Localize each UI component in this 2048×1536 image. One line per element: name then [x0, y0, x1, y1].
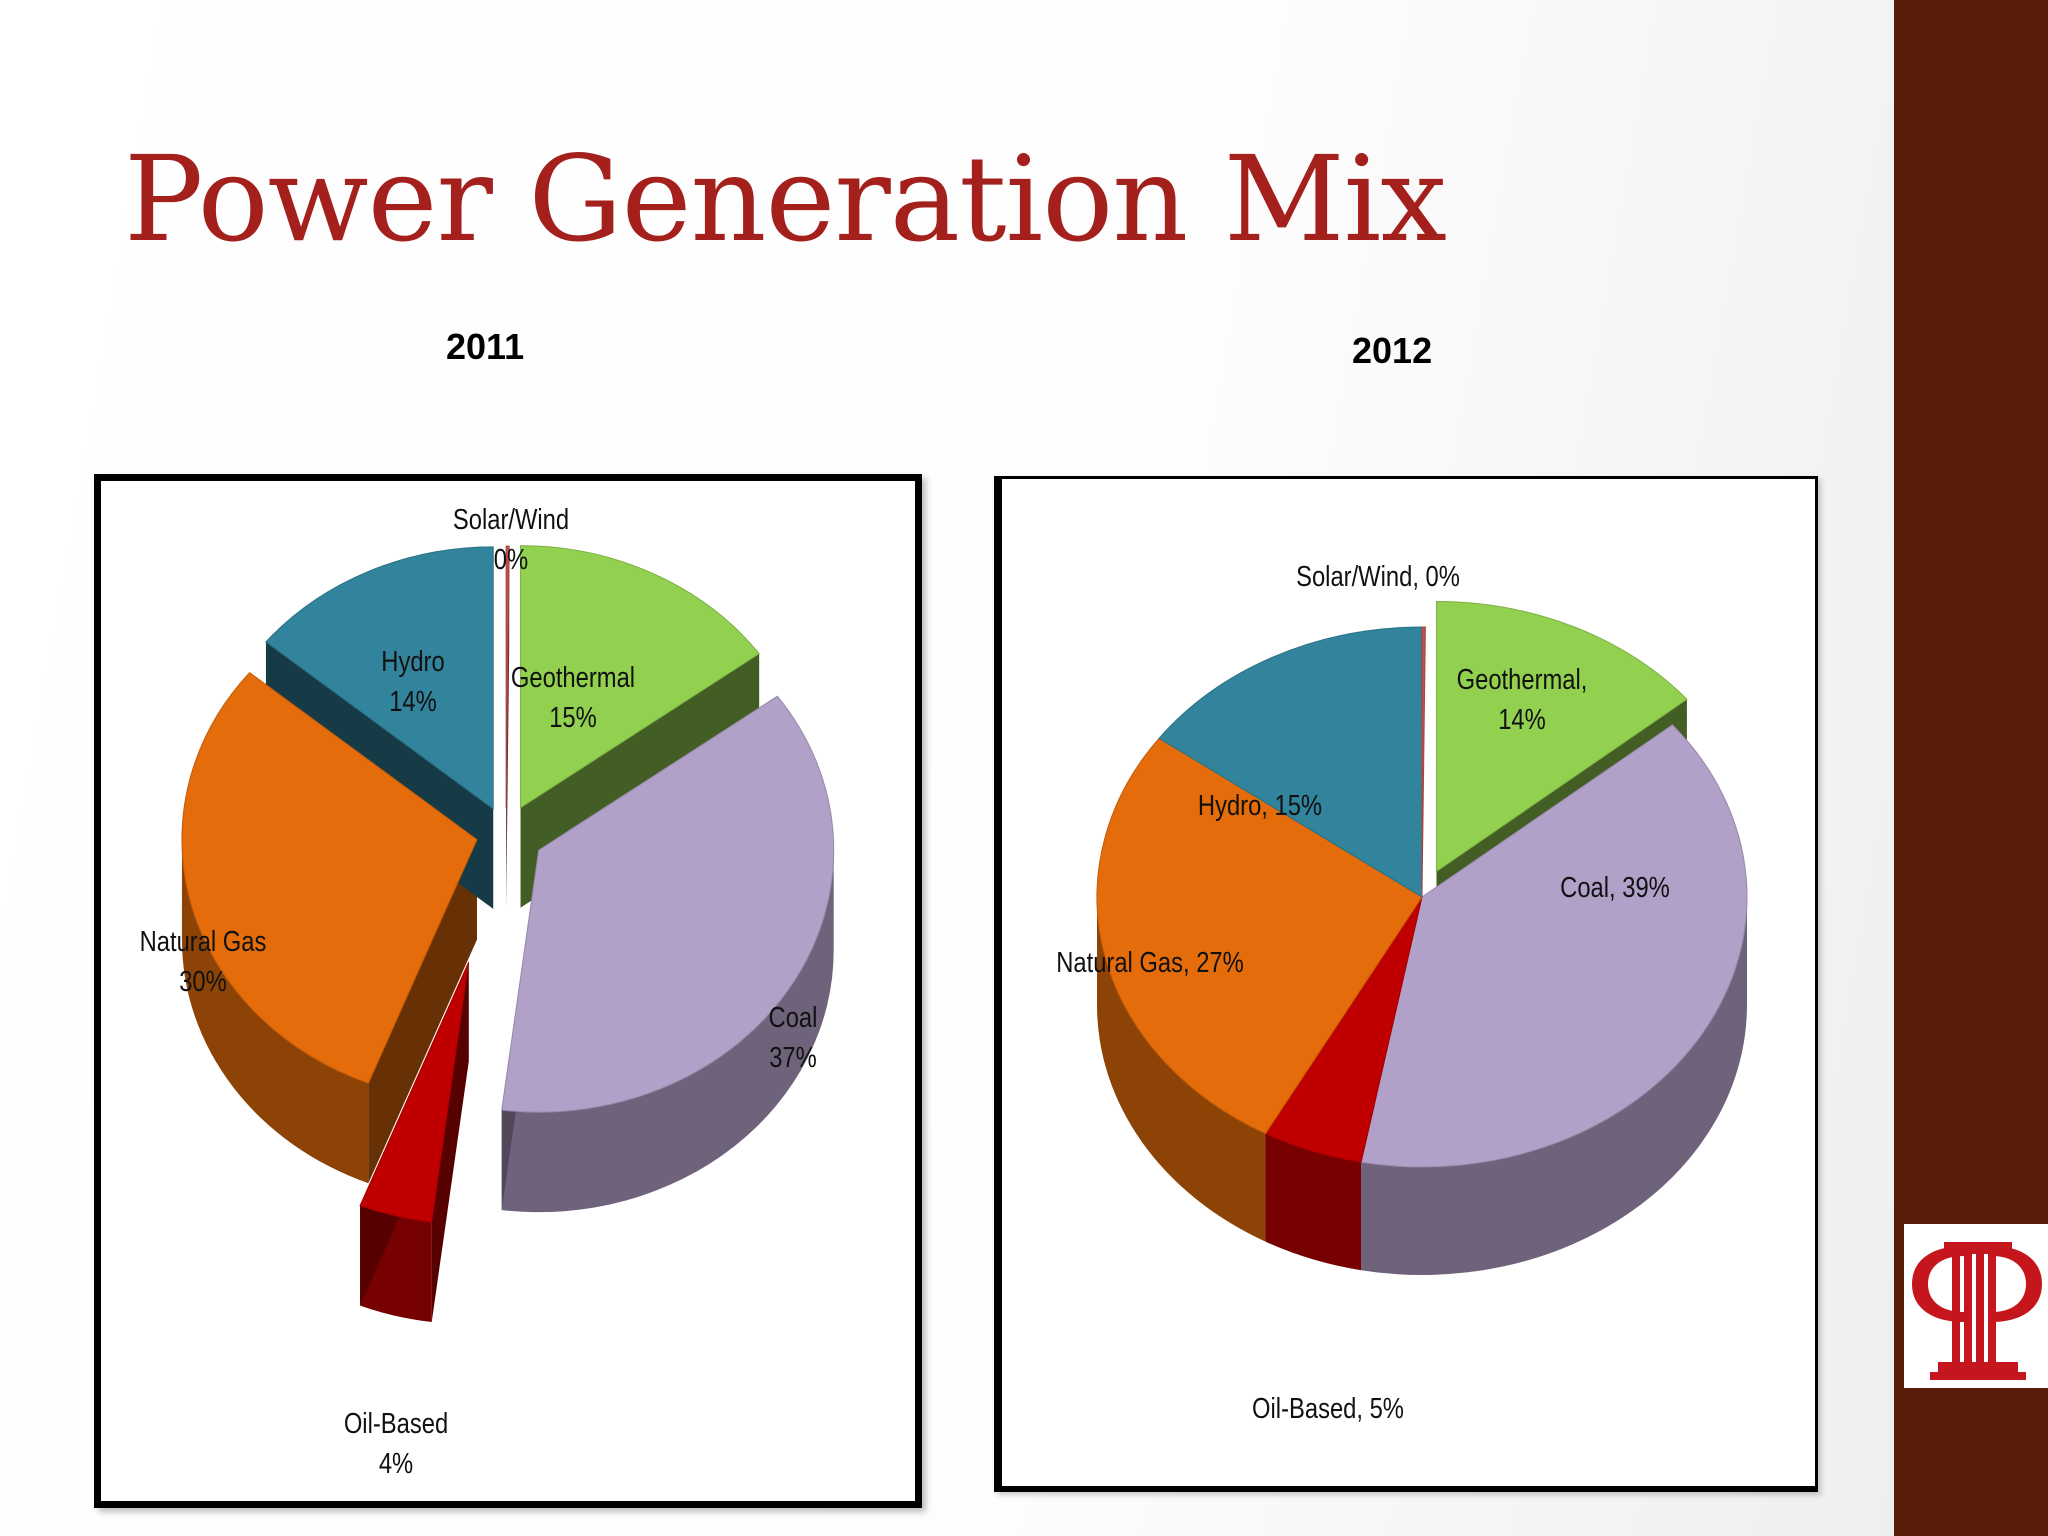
pie-2012-slice-coal-wall: [1361, 897, 1747, 1275]
pie-2012-slice-solar-wind: [1421, 626, 1426, 898]
pie-2012-slice-geothermal: [1435, 600, 1688, 873]
pie-2012-label-hydro: Hydro, 15%: [1198, 789, 1322, 822]
pie-2012-label-geothermal-value: 14%: [1498, 703, 1546, 736]
pie-2011-label-oil-based-name: Oil-Based: [344, 1407, 448, 1440]
pie-2011-label-geothermal-name: Geothermal: [511, 661, 635, 694]
pie-2012-slice-hydro: [1158, 626, 1423, 898]
pie-2011-label-geothermal-value: 15%: [549, 701, 597, 734]
chart-title-2012: 2012: [1352, 330, 1433, 371]
pie-2011-label-hydro-value: 14%: [389, 685, 437, 718]
pie-2011-slice-coal-wall: [501, 850, 834, 1213]
pie-2012-slice-natural-gas: [1096, 737, 1423, 1135]
pie-2012-slice-natural-gas-wall: [1097, 897, 1266, 1242]
slide-title: Power Generation Mix: [124, 130, 1447, 268]
pie-2011-slice-oil-based: [359, 961, 470, 1223]
column-logo-icon: [1912, 1242, 2042, 1380]
pie-2011-slice-hydro: [265, 546, 494, 810]
pie-2011-slice-coal: [501, 695, 835, 1113]
pie-2011-slice-natural-gas-cut-0: [368, 839, 477, 1184]
pie-chart-2011: Geothermal 15% Coal 37% Oil-Based 4% Natural G…: [140, 503, 835, 1480]
chart-title-2011: 2011: [446, 326, 525, 367]
pie-2011-slice-natural-gas: [181, 671, 478, 1084]
pie-2011-label-solar-wind-name: Solar/Wind: [453, 503, 569, 536]
pie-2011-slice-natural-gas-wall: [181, 839, 369, 1184]
pie-2012-label-solar-wind: Solar/Wind, 0%: [1296, 560, 1460, 593]
pie-2011-label-natural-gas-value: 30%: [179, 965, 227, 998]
pie-2012-label-oil-based: Oil-Based, 5%: [1252, 1392, 1404, 1425]
pie-2011-slice-geothermal: [520, 545, 760, 809]
pie-chart-2012: Geothermal, 14% Coal, 39% Oil-Based, 5% Natu…: [1056, 560, 1748, 1425]
chart-2012: Geothermal, 14% Coal, 39% Oil-Based, 5% Natu…: [994, 476, 1818, 1492]
pie-2011-label-oil-based-value: 4%: [379, 1447, 413, 1480]
pie-2011-label-solar-wind-value: 0%: [494, 543, 528, 576]
pie-2012-label-geothermal-name: Geothermal,: [1457, 663, 1588, 696]
pie-2012-label-coal: Coal, 39%: [1560, 871, 1670, 904]
pie-2011-label-natural-gas-name: Natural Gas: [140, 925, 267, 958]
pie-2012-label-natural-gas: Natural Gas, 27%: [1056, 946, 1244, 979]
pie-2011-label-coal-name: Coal: [769, 1001, 818, 1034]
pie-2012-slice-oil-based-wall: [1265, 1133, 1362, 1271]
pie-2012-slice-coal: [1360, 724, 1748, 1168]
logo: [1904, 1224, 2048, 1388]
pie-2011-slice-solar-wind: [505, 545, 510, 809]
chart-2011: Geothermal 15% Coal 37% Oil-Based 4% Natural G…: [94, 474, 922, 1508]
pie-2011-label-coal-value: 37%: [769, 1041, 817, 1074]
pie-2011-label-hydro-name: Hydro: [381, 645, 444, 678]
